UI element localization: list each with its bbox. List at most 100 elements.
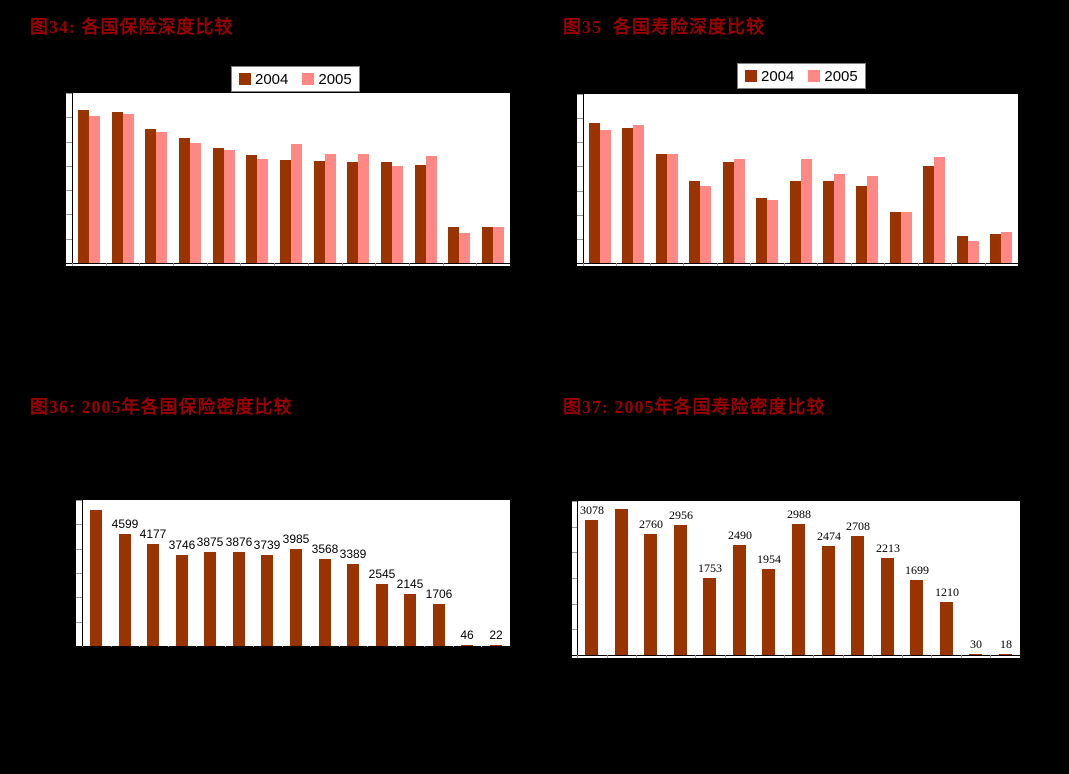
bar xyxy=(644,534,657,655)
bar xyxy=(674,525,687,655)
y-axis-tick xyxy=(76,622,82,623)
x-axis-tick xyxy=(717,263,718,266)
bar-2004 xyxy=(589,123,600,263)
bar-value-label: 2545 xyxy=(368,567,396,581)
bar-2005 xyxy=(459,233,470,263)
bar-2004 xyxy=(448,227,459,263)
bar-value-label: 3746 xyxy=(168,538,196,552)
x-axis-tick xyxy=(872,655,873,658)
x-axis-tick xyxy=(424,646,425,647)
legend-label-2005: 2005 xyxy=(824,67,858,85)
legend-label-2004: 2004 xyxy=(761,67,795,85)
bar-2005 xyxy=(291,144,302,263)
bar-2004 xyxy=(890,212,901,263)
bar-2004 xyxy=(622,128,633,263)
bar xyxy=(851,536,864,655)
bar-2004 xyxy=(314,161,325,263)
bar xyxy=(762,569,775,655)
bar-value-label: 1753 xyxy=(698,561,722,575)
legend-swatch-2005 xyxy=(808,70,821,82)
x-axis-tick xyxy=(607,655,608,658)
bar-2004 xyxy=(723,162,734,263)
x-axis xyxy=(577,263,1018,264)
x-axis-tick xyxy=(636,655,637,658)
bar-2005 xyxy=(600,130,611,263)
bar xyxy=(433,604,445,646)
x-axis-tick xyxy=(961,655,962,658)
x-axis-tick xyxy=(813,655,814,658)
y-axis-tick xyxy=(577,191,583,192)
y-axis-tick xyxy=(572,552,577,553)
x-axis-tick xyxy=(750,263,751,266)
y-axis xyxy=(583,94,584,263)
figure-35-title: 图35 各国寿险深度比较 xyxy=(563,17,765,37)
bar-2005 xyxy=(89,116,100,263)
legend-swatch-2005 xyxy=(302,73,315,85)
bar-value-label: 3739 xyxy=(253,538,281,552)
y-axis-tick xyxy=(572,527,577,528)
figure-36-title: 图36: 2005年各国保险密度比较 xyxy=(30,397,293,417)
bar xyxy=(969,654,982,655)
bar-value-label: 2213 xyxy=(876,541,900,555)
bar-value-label: 3985 xyxy=(282,532,310,546)
x-axis-tick xyxy=(683,263,684,266)
bar-2005 xyxy=(767,200,778,263)
bar-2004 xyxy=(112,112,123,263)
x-axis-tick xyxy=(817,263,818,266)
x-axis xyxy=(572,655,1020,656)
legend-label-2004: 2004 xyxy=(255,70,289,88)
y-axis-tick xyxy=(76,597,82,598)
y-axis-tick xyxy=(66,166,72,167)
y-axis-tick xyxy=(66,190,72,191)
y-axis-tick xyxy=(577,215,583,216)
x-axis-tick xyxy=(139,263,140,266)
bar-value-label: 46 xyxy=(460,628,474,642)
bar-2004 xyxy=(347,162,358,263)
x-axis-tick xyxy=(106,263,107,266)
x-axis-tick xyxy=(951,263,952,266)
y-axis xyxy=(577,501,578,655)
bar-2005 xyxy=(867,176,878,263)
bar-2004 xyxy=(856,186,867,263)
bar xyxy=(290,549,302,646)
y-axis-tick xyxy=(577,94,583,95)
x-axis-tick xyxy=(851,263,852,266)
bar-2005 xyxy=(700,186,711,263)
bar xyxy=(733,545,746,655)
bar-value-label: 2760 xyxy=(639,517,663,531)
bar-2004 xyxy=(990,234,1001,263)
bar-2005 xyxy=(667,154,678,263)
bar-value-label: 1699 xyxy=(905,563,929,577)
x-axis-tick xyxy=(274,263,275,266)
bar-2005 xyxy=(224,150,235,263)
x-axis-tick xyxy=(843,655,844,658)
bar xyxy=(376,584,388,646)
bar xyxy=(176,555,188,646)
bar-2005 xyxy=(358,154,369,263)
bar-value-label: 1954 xyxy=(757,552,781,566)
y-axis-tick xyxy=(66,142,72,143)
bar-2005 xyxy=(257,159,268,263)
bar-value-label: 2988 xyxy=(787,507,811,521)
x-axis-tick xyxy=(918,263,919,266)
legend-label-2005: 2005 xyxy=(318,70,352,88)
bar-2004 xyxy=(246,155,257,263)
bar-value-label: 3389 xyxy=(339,547,367,561)
bar-2005 xyxy=(123,114,134,263)
x-axis-tick xyxy=(82,646,83,647)
figure-37-title: 图37: 2005年各国寿险密度比较 xyxy=(563,397,826,417)
bar-2004 xyxy=(415,165,426,263)
bar-2004 xyxy=(145,129,156,263)
y-axis-tick xyxy=(76,549,82,550)
figure-34-title: 图34: 各国保险深度比较 xyxy=(30,17,234,37)
x-axis-tick xyxy=(339,646,340,647)
bar xyxy=(822,546,835,655)
x-axis-tick xyxy=(72,263,73,266)
y-axis-tick xyxy=(572,604,577,605)
x-axis-tick xyxy=(784,263,785,266)
x-axis-tick xyxy=(111,646,112,647)
bar xyxy=(261,555,273,646)
bar-value-label: 2474 xyxy=(817,529,841,543)
bar-2004 xyxy=(381,162,392,263)
bar-2005 xyxy=(934,157,945,263)
